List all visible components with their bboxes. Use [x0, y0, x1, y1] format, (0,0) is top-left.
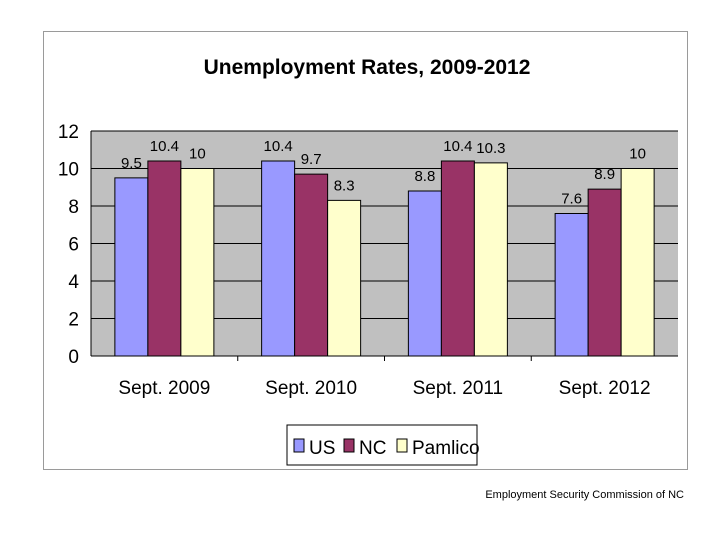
bar-us-2	[407, 190, 442, 357]
legend-swatch-nc	[343, 438, 355, 453]
bar-pamlico-3	[620, 168, 655, 357]
bar-us-0	[114, 177, 149, 357]
bar-chart: Unemployment Rates, 2009-2012 9.5 10.4 10 1…	[58, 56, 678, 466]
bar-nc-0	[147, 160, 182, 357]
data-label: 10.4	[264, 138, 293, 155]
chart-frame: Unemployment Rates, 2009-2012 9.5 10.4 10 1…	[43, 31, 688, 470]
data-label: 10.4	[150, 138, 179, 155]
data-label: 8.8	[414, 168, 435, 185]
bar-us-3	[554, 213, 589, 357]
y-tick-label: 0	[68, 347, 79, 368]
data-label: 9.5	[121, 155, 142, 172]
y-tick-label: 10	[58, 160, 79, 181]
data-label: 10.3	[476, 140, 505, 157]
data-label: 10	[629, 146, 646, 163]
legend-box	[286, 424, 478, 466]
legend-swatch-pamlico	[396, 438, 408, 453]
x-category-label: Sept. 2011	[413, 378, 504, 399]
data-label: 8.3	[334, 177, 355, 194]
legend-label-nc: NC	[359, 438, 386, 459]
legend-swatch-us	[293, 438, 305, 453]
x-category-label: Sept. 2012	[559, 378, 651, 399]
x-category-label: Sept. 2010	[265, 378, 357, 399]
x-category-label: Sept. 2009	[118, 378, 210, 399]
legend-label-us: US	[309, 438, 335, 459]
bar-pamlico-2	[473, 162, 508, 357]
data-label: 10	[189, 146, 206, 163]
bar-us-1	[261, 160, 296, 357]
y-tick-label: 6	[68, 235, 79, 256]
bars: 9.510.4 10 10.49.78.38.810.4 10.37.68.910	[114, 138, 655, 357]
y-tick-label: 8	[68, 197, 79, 218]
y-tick-label: 2	[68, 310, 79, 331]
data-label: 8.9	[594, 166, 615, 183]
bar-nc-3	[587, 188, 622, 357]
data-label: 7.6	[561, 191, 582, 208]
data-label: 9.7	[301, 151, 322, 168]
data-label: 10.4	[443, 138, 472, 155]
chart-title: Unemployment Rates, 2009-2012	[204, 56, 531, 79]
axes: 0 2 4 6 8 10 12 Sept. 2009 Sept. 2010 Sept. 2011 S…	[58, 122, 678, 399]
bar-nc-1	[294, 173, 329, 357]
bar-pamlico-1	[327, 199, 362, 357]
legend: US NC Pamlico	[286, 424, 480, 466]
bar-pamlico-0	[180, 168, 215, 357]
bar-nc-2	[440, 160, 475, 357]
source-note: Employment Security Commission of NC	[485, 489, 684, 501]
legend-label-pamlico: Pamlico	[412, 438, 480, 459]
y-tick-label: 4	[68, 272, 79, 293]
y-tick-label: 12	[58, 122, 79, 143]
